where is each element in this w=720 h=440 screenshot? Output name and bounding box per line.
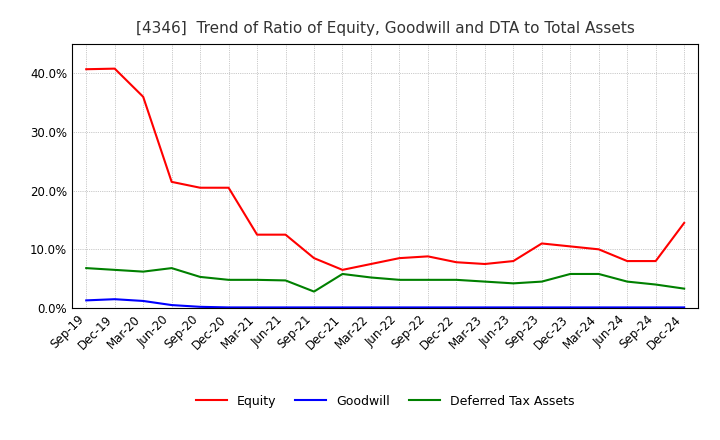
Equity: [566, 244, 575, 249]
Goodwill: [310, 305, 318, 310]
Deferred Tax Assets: [110, 267, 119, 272]
Goodwill: [366, 305, 375, 310]
Deferred Tax Assets: [225, 277, 233, 282]
Equity: [395, 256, 404, 261]
Goodwill: [595, 305, 603, 310]
Goodwill: [680, 305, 688, 310]
Goodwill: [395, 305, 404, 310]
Deferred Tax Assets: [566, 271, 575, 277]
Goodwill: [225, 305, 233, 310]
Equity: [680, 220, 688, 226]
Line: Goodwill: Goodwill: [86, 299, 684, 308]
Line: Deferred Tax Assets: Deferred Tax Assets: [86, 268, 684, 292]
Deferred Tax Assets: [680, 286, 688, 291]
Equity: [537, 241, 546, 246]
Equity: [139, 94, 148, 99]
Deferred Tax Assets: [452, 277, 461, 282]
Equity: [225, 185, 233, 191]
Deferred Tax Assets: [196, 274, 204, 279]
Deferred Tax Assets: [253, 277, 261, 282]
Deferred Tax Assets: [167, 265, 176, 271]
Equity: [480, 261, 489, 267]
Goodwill: [196, 304, 204, 309]
Line: Equity: Equity: [86, 69, 684, 270]
Equity: [253, 232, 261, 237]
Deferred Tax Assets: [395, 277, 404, 282]
Goodwill: [452, 305, 461, 310]
Equity: [652, 258, 660, 264]
Goodwill: [338, 305, 347, 310]
Deferred Tax Assets: [595, 271, 603, 277]
Goodwill: [537, 305, 546, 310]
Equity: [509, 258, 518, 264]
Equity: [110, 66, 119, 71]
Legend: Equity, Goodwill, Deferred Tax Assets: Equity, Goodwill, Deferred Tax Assets: [191, 390, 580, 413]
Equity: [623, 258, 631, 264]
Equity: [310, 256, 318, 261]
Goodwill: [110, 297, 119, 302]
Goodwill: [623, 305, 631, 310]
Title: [4346]  Trend of Ratio of Equity, Goodwill and DTA to Total Assets: [4346] Trend of Ratio of Equity, Goodwil…: [136, 21, 634, 36]
Deferred Tax Assets: [338, 271, 347, 277]
Goodwill: [480, 305, 489, 310]
Equity: [196, 185, 204, 191]
Goodwill: [253, 305, 261, 310]
Deferred Tax Assets: [82, 265, 91, 271]
Deferred Tax Assets: [652, 282, 660, 287]
Equity: [167, 179, 176, 184]
Deferred Tax Assets: [509, 281, 518, 286]
Deferred Tax Assets: [282, 278, 290, 283]
Deferred Tax Assets: [423, 277, 432, 282]
Deferred Tax Assets: [537, 279, 546, 284]
Goodwill: [282, 305, 290, 310]
Equity: [82, 66, 91, 72]
Goodwill: [566, 305, 575, 310]
Equity: [423, 254, 432, 259]
Goodwill: [423, 305, 432, 310]
Deferred Tax Assets: [366, 275, 375, 280]
Goodwill: [82, 298, 91, 303]
Equity: [338, 267, 347, 272]
Equity: [366, 261, 375, 267]
Deferred Tax Assets: [480, 279, 489, 284]
Deferred Tax Assets: [139, 269, 148, 274]
Goodwill: [652, 305, 660, 310]
Goodwill: [509, 305, 518, 310]
Equity: [452, 260, 461, 265]
Equity: [595, 247, 603, 252]
Equity: [282, 232, 290, 237]
Goodwill: [139, 298, 148, 304]
Deferred Tax Assets: [310, 289, 318, 294]
Goodwill: [167, 302, 176, 308]
Deferred Tax Assets: [623, 279, 631, 284]
